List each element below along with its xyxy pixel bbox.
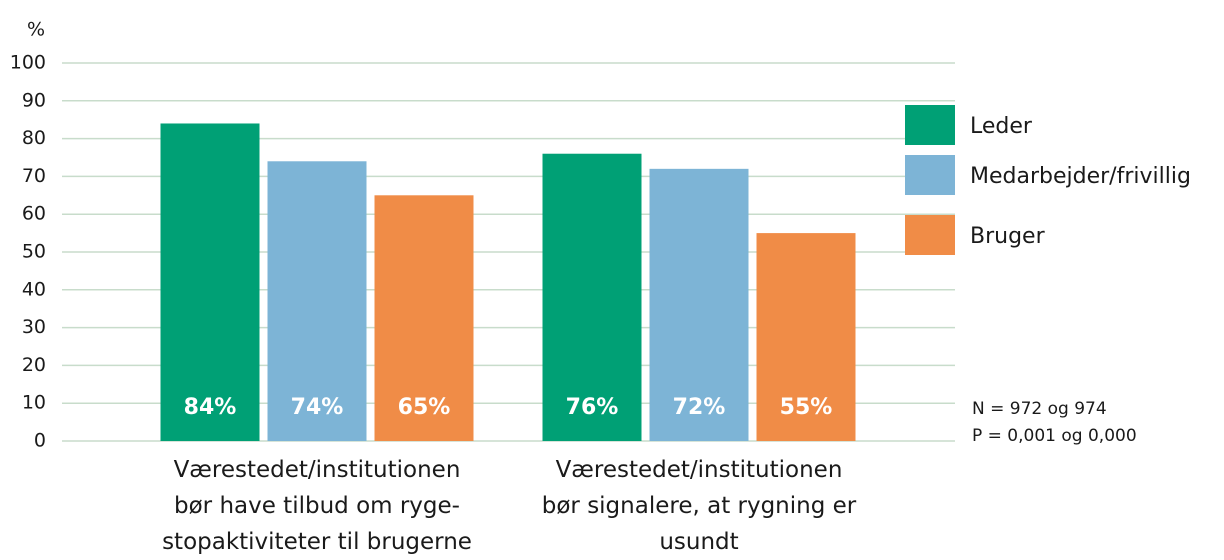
legend-label: Medarbejder/frivillig [970,164,1191,189]
y-tick-label: 90 [22,89,46,111]
annotation: P = 0,001 og 0,000 [972,426,1137,446]
value-label: 65% [398,395,451,420]
x-tick-label: Værestedet/institutionen bør signalere, … [541,457,857,555]
y-tick-label: 80 [22,127,46,149]
y-tick-label: 60 [22,203,46,225]
legend-label: Bruger [970,224,1046,249]
y-tick-label: 0 [34,430,46,452]
legend-swatch [905,105,955,145]
bar [160,123,260,441]
value-label: 72% [673,395,726,420]
y-tick-label: 20 [22,354,46,376]
y-tick-label: 40 [22,278,46,300]
y-axis-label: % [27,19,45,41]
value-label: 74% [291,395,344,420]
bar [374,195,474,441]
value-label: 55% [780,395,833,420]
value-label: 84% [184,395,237,420]
y-tick-label: 70 [22,165,46,187]
bar [649,168,749,441]
bar [756,233,856,441]
legend-label: Leder [970,114,1033,139]
x-tick-label: Værestedet/institutionen bør have tilbud… [162,457,472,555]
y-tick-label: 30 [22,316,46,338]
legend-swatch [905,155,955,195]
y-tick-label: 100 [10,52,46,74]
annotation: N = 972 og 974 [972,399,1107,419]
bar [542,153,642,441]
legend-swatch [905,215,955,255]
bar [267,161,367,441]
y-tick-label: 10 [22,392,46,414]
y-tick-label: 50 [22,241,46,263]
value-label: 76% [566,395,619,420]
